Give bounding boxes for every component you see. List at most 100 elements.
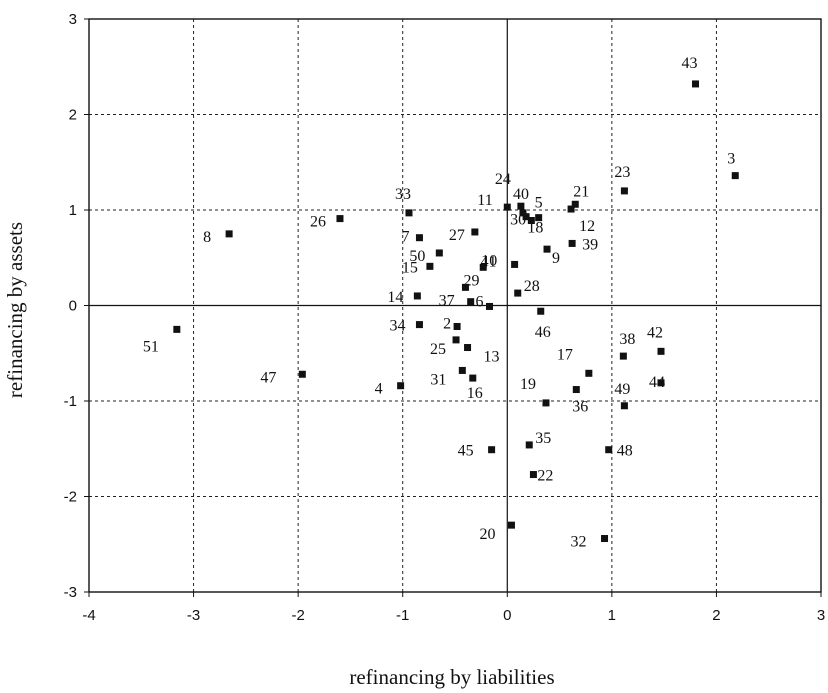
point-marker	[731, 172, 739, 180]
point-marker	[471, 228, 479, 236]
point-marker	[507, 521, 515, 529]
data-point-26: 26	[310, 214, 344, 231]
data-point-9: 9	[543, 245, 560, 267]
point-label: 6	[476, 293, 484, 310]
x-tick-label: 2	[712, 607, 720, 624]
point-marker	[225, 230, 233, 238]
y-tick-label: -2	[64, 489, 77, 506]
point-label: 20	[479, 526, 495, 543]
point-label: 22	[537, 468, 553, 485]
x-tick-label: -1	[396, 607, 409, 624]
y-tick-label: -3	[64, 584, 77, 601]
point-label: 43	[682, 55, 698, 72]
x-tick-label: -3	[187, 607, 200, 624]
data-point-22: 22	[529, 468, 553, 485]
point-marker	[503, 203, 511, 211]
data-point-27: 27	[449, 227, 479, 244]
point-marker	[453, 323, 461, 331]
point-label: 17	[557, 346, 573, 363]
data-point-45: 45	[458, 443, 496, 460]
point-marker	[486, 302, 494, 310]
point-marker	[692, 80, 700, 88]
point-marker	[527, 217, 535, 225]
data-point-18: 18	[527, 217, 543, 237]
point-label: 15	[402, 259, 418, 276]
point-marker	[572, 386, 580, 394]
data-point-50: 50	[409, 248, 443, 265]
point-marker	[464, 344, 472, 352]
data-point-2: 2	[443, 316, 461, 333]
point-label: 8	[203, 229, 211, 246]
point-label: 14	[387, 289, 403, 306]
point-label: 19	[520, 376, 536, 393]
data-point-17: 17	[557, 346, 593, 377]
point-label: 39	[582, 236, 598, 253]
data-point-39: 39	[568, 236, 598, 253]
point-marker	[488, 446, 496, 454]
point-label: 9	[552, 250, 560, 267]
point-label: 16	[467, 385, 483, 402]
point-marker	[535, 214, 543, 222]
data-point-42: 42	[647, 324, 665, 355]
point-marker	[298, 370, 306, 378]
point-marker	[525, 441, 533, 449]
data-point-51: 51	[143, 325, 181, 355]
data-point-6: 6	[476, 293, 494, 310]
data-point-13: 13	[464, 344, 500, 366]
point-label: 45	[458, 443, 474, 460]
point-marker	[571, 200, 579, 208]
point-marker	[173, 325, 181, 333]
point-label: 2	[443, 316, 451, 333]
data-point-23: 23	[614, 164, 630, 195]
point-label: 10	[481, 252, 497, 269]
x-tick-label: 3	[817, 607, 825, 624]
x-tick-label: 0	[503, 607, 511, 624]
data-point-44: 44	[649, 374, 665, 391]
data-point-47: 47	[260, 369, 306, 386]
data-point-43: 43	[682, 55, 700, 88]
point-label: 27	[449, 227, 465, 244]
data-point-15: 15	[402, 259, 434, 276]
point-label: 21	[573, 183, 589, 200]
point-marker	[405, 209, 413, 217]
point-label: 32	[571, 534, 587, 551]
data-point-38: 38	[619, 331, 635, 360]
y-tick-label: 3	[69, 11, 77, 28]
point-marker	[415, 321, 423, 329]
point-label: 49	[614, 381, 630, 398]
point-marker	[620, 402, 628, 410]
data-point-46: 46	[535, 307, 551, 341]
point-label: 31	[430, 371, 446, 388]
data-point-21: 21	[571, 183, 589, 208]
point-marker	[413, 292, 421, 300]
data-point-37: 37	[439, 293, 475, 310]
data-point-10: 10	[479, 252, 497, 271]
point-marker	[435, 249, 443, 257]
point-marker	[336, 215, 344, 223]
point-label: 11	[477, 192, 492, 209]
data-point-3: 3	[727, 151, 739, 180]
point-marker	[519, 209, 527, 217]
point-label: 51	[143, 338, 159, 355]
point-marker	[657, 347, 665, 355]
point-label: 41	[481, 253, 497, 270]
data-point-29: 29	[461, 272, 479, 291]
point-marker	[415, 234, 423, 242]
point-marker	[397, 382, 405, 390]
data-point-41: 41	[481, 253, 519, 270]
point-marker	[469, 374, 477, 382]
point-marker	[461, 283, 469, 291]
point-marker	[479, 263, 487, 271]
point-marker	[543, 245, 551, 253]
point-label: 46	[535, 324, 551, 341]
y-tick-label: -1	[64, 393, 77, 410]
point-marker	[620, 187, 628, 195]
data-point-20: 20	[479, 521, 515, 543]
data-point-4: 4	[375, 381, 405, 398]
point-marker	[601, 535, 609, 543]
data-point-12: 12	[567, 205, 595, 235]
point-label: 25	[430, 341, 446, 358]
point-label: 40	[513, 186, 529, 203]
point-marker	[514, 289, 522, 297]
